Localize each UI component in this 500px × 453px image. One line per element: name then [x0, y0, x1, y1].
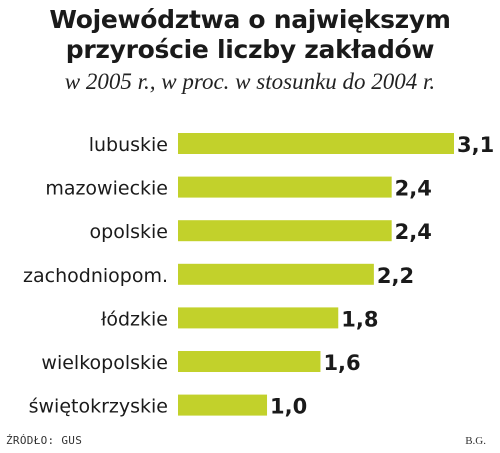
value-label: 1,0	[270, 395, 307, 419]
value-label: 1,8	[341, 307, 378, 331]
category-label: zachodniopom.	[23, 265, 168, 287]
bar	[178, 307, 339, 329]
value-label: 1,6	[323, 351, 360, 375]
bar	[178, 263, 374, 285]
category-label: łódzkie	[101, 308, 168, 330]
category-label: świętokrzyskie	[29, 396, 168, 418]
chart-title-line-2: przyroście liczby zakładów	[65, 35, 435, 64]
chart-subtitle: w 2005 r., w proc. w stosunku do 2004 r.	[64, 69, 436, 94]
bar	[178, 351, 321, 372]
source-note: ŹRÓDŁO: GUS	[6, 434, 83, 447]
chart-title-line-1: Województwa o największym	[49, 5, 451, 34]
category-label: lubuskie	[89, 134, 168, 156]
value-label: 2,2	[377, 264, 414, 288]
bar	[178, 394, 268, 416]
value-label: 2,4	[395, 177, 432, 201]
author-credit: B.G.	[465, 435, 486, 447]
bar	[178, 133, 454, 154]
bar	[178, 220, 392, 242]
category-label: mazowieckie	[45, 178, 168, 200]
category-label: opolskie	[90, 221, 168, 243]
value-label: 2,4	[395, 220, 432, 244]
bar	[178, 176, 392, 198]
category-label: wielkopolskie	[41, 352, 168, 374]
value-label: 3,1	[457, 133, 494, 157]
